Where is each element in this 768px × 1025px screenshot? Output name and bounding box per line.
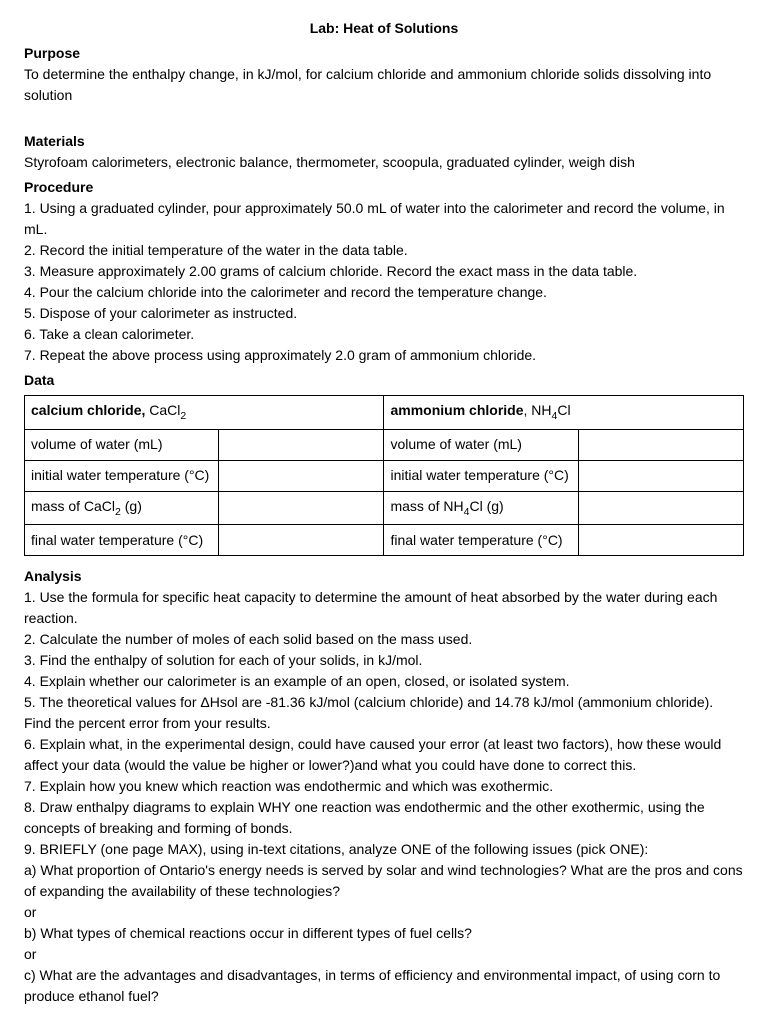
row-label: initial water temperature (°C) <box>384 460 578 491</box>
mass-left-b: (g) <box>121 498 142 514</box>
row-label: final water temperature (°C) <box>25 525 219 556</box>
procedure-step: 4. Pour the calcium chloride into the ca… <box>24 282 744 303</box>
row-value <box>219 525 384 556</box>
data-head: Data <box>24 370 744 391</box>
procedure-step: 1. Using a graduated cylinder, pour appr… <box>24 198 744 240</box>
row-value <box>578 429 743 460</box>
analysis-item: 2. Calculate the number of moles of each… <box>24 629 744 650</box>
analysis-item: or <box>24 902 744 923</box>
analysis-item: c) What are the advantages and disadvant… <box>24 965 744 1007</box>
row-label: volume of water (mL) <box>384 429 578 460</box>
row-value <box>578 525 743 556</box>
row-value <box>219 429 384 460</box>
header-right-prefix: ammonium chloride <box>390 402 523 418</box>
procedure-step: 7. Repeat the above process using approx… <box>24 345 744 366</box>
header-left-sub: 2 <box>180 410 186 422</box>
purpose-head: Purpose <box>24 43 744 64</box>
analysis-item: 1. Use the formula for specific heat cap… <box>24 587 744 629</box>
row-value <box>578 460 743 491</box>
row-value <box>578 491 743 525</box>
purpose-text: To determine the enthalpy change, in kJ/… <box>24 64 744 106</box>
procedure-step: 5. Dispose of your calorimeter as instru… <box>24 303 744 324</box>
materials-head: Materials <box>24 131 744 152</box>
row-label: final water temperature (°C) <box>384 525 578 556</box>
header-left-prefix: calcium chloride, <box>31 402 149 418</box>
materials-text: Styrofoam calorimeters, electronic balan… <box>24 152 744 173</box>
analysis-item: 8. Draw enthalpy diagrams to explain WHY… <box>24 797 744 839</box>
analysis-item: b) What types of chemical reactions occu… <box>24 923 744 944</box>
row-label: volume of water (mL) <box>25 429 219 460</box>
table-header-left: calcium chloride, CaCl2 <box>25 396 384 430</box>
analysis-item: 7. Explain how you knew which reaction w… <box>24 776 744 797</box>
mass-left-a: mass of CaCl <box>31 498 115 514</box>
analysis-item: 6. Explain what, in the experimental des… <box>24 734 744 776</box>
analysis-item: 5. The theoretical values for ΔHsol are … <box>24 692 744 734</box>
row-value <box>219 491 384 525</box>
mass-right-a: mass of NH <box>390 498 463 514</box>
procedure-step: 6. Take a clean calorimeter. <box>24 324 744 345</box>
data-table: calcium chloride, CaCl2 ammonium chlorid… <box>24 395 744 556</box>
procedure-step: 3. Measure approximately 2.00 grams of c… <box>24 261 744 282</box>
procedure-head: Procedure <box>24 177 744 198</box>
header-right-formula: , NH <box>524 402 552 418</box>
analysis-item: 9. BRIEFLY (one page MAX), using in-text… <box>24 839 744 860</box>
row-label: initial water temperature (°C) <box>25 460 219 491</box>
analysis-item: a) What proportion of Ontario's energy n… <box>24 860 744 902</box>
procedure-step: 2. Record the initial temperature of the… <box>24 240 744 261</box>
row-value <box>219 460 384 491</box>
analysis-head: Analysis <box>24 566 744 587</box>
analysis-item: or <box>24 944 744 965</box>
mass-right-b: Cl (g) <box>469 498 503 514</box>
analysis-item: 3. Find the enthalpy of solution for eac… <box>24 650 744 671</box>
header-left-formula: CaCl <box>149 402 180 418</box>
row-label: mass of CaCl2 (g) <box>25 491 219 525</box>
analysis-item: 4. Explain whether our calorimeter is an… <box>24 671 744 692</box>
row-label: mass of NH4Cl (g) <box>384 491 578 525</box>
header-right-tail: Cl <box>557 402 570 418</box>
table-header-right: ammonium chloride, NH4Cl <box>384 396 744 430</box>
lab-title: Lab: Heat of Solutions <box>24 18 744 39</box>
